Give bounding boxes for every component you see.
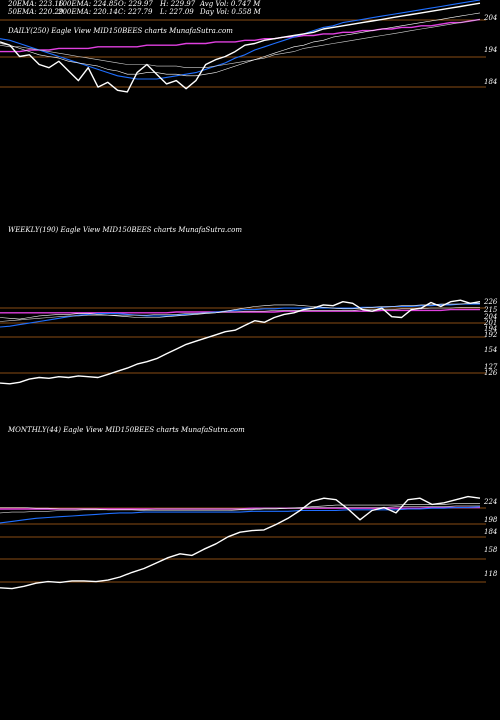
daily-chart-caption: DAILY(250) Eagle View MID150BEES charts …	[8, 27, 233, 35]
y-tick-label: 118	[484, 570, 498, 578]
y-tick-label: 154	[484, 346, 497, 354]
series-line-20ema	[0, 503, 480, 511]
y-tick-label: 226	[483, 298, 498, 306]
close-readout: C: 227.79	[118, 8, 153, 16]
y-tick-label: 184	[484, 78, 497, 86]
monthly-chart: 224 198 184 158 118	[0, 495, 498, 590]
weekly-chart-panel: 226 215 204 201 194 192 154 127 126 WEEKLY(190) …	[0, 222, 500, 402]
y-tick-label: 201	[483, 319, 497, 327]
ema20-readout: 20EMA: 223.16	[8, 0, 64, 8]
series-line-50ema	[0, 307, 480, 322]
series-line-20ema	[0, 303, 480, 320]
ema100-readout: 100EMA: 224.85	[58, 0, 118, 8]
ema50-readout: 50EMA: 220.29	[8, 8, 64, 16]
y-tick-label: 194	[484, 46, 497, 54]
series-line-20ema	[0, 12, 481, 77]
y-tick-label: 204	[483, 313, 497, 321]
monthly-chart-caption: MONTHLY(44) Eagle View MID150BEES charts…	[8, 426, 245, 434]
avg-vol-readout: Avg Vol: 0.747 M	[200, 0, 261, 8]
ema200-readout: 200EMA: 220.14	[58, 8, 118, 16]
day-vol-readout: Day Vol: 0.558 M	[200, 8, 261, 16]
series-line-50ema	[0, 505, 480, 514]
series-line-price	[0, 495, 481, 590]
low-readout: L: 227.09	[160, 8, 194, 16]
weekly-chart-caption: WEEKLY(190) Eagle View MID150BEES charts…	[8, 226, 243, 234]
y-tick-label: 204	[483, 14, 497, 22]
y-tick-label: 224	[483, 498, 497, 506]
high-readout: H: 229.97	[160, 0, 196, 8]
y-tick-label: 192	[484, 331, 498, 339]
y-tick-label: 184	[484, 528, 497, 536]
series-line-100ema	[0, 303, 480, 328]
y-tick-label: 127	[484, 363, 498, 371]
series-line-50ema	[0, 19, 481, 68]
series-line-200ema	[0, 18, 481, 53]
daily-chart: 204 194 184	[0, 0, 497, 93]
series-line-price	[0, 299, 481, 385]
y-tick-label: 198	[484, 516, 498, 524]
y-tick-label: 215	[483, 306, 498, 314]
series-line-100ema	[0, 0, 481, 80]
y-tick-label: 158	[484, 546, 498, 554]
y-tick-label: 194	[484, 325, 497, 333]
daily-chart-panel: 204 194 184 DAILY(250) Eagle View MID150BE…	[0, 0, 500, 100]
y-tick-label: 126	[484, 369, 498, 377]
open-readout: O: 229.97	[118, 0, 153, 8]
series-line-price	[0, 2, 481, 93]
series-line-200ema	[0, 308, 480, 314]
monthly-chart-panel: 224 198 184 158 118 MONTHLY(44) Eagle View M…	[0, 422, 500, 602]
